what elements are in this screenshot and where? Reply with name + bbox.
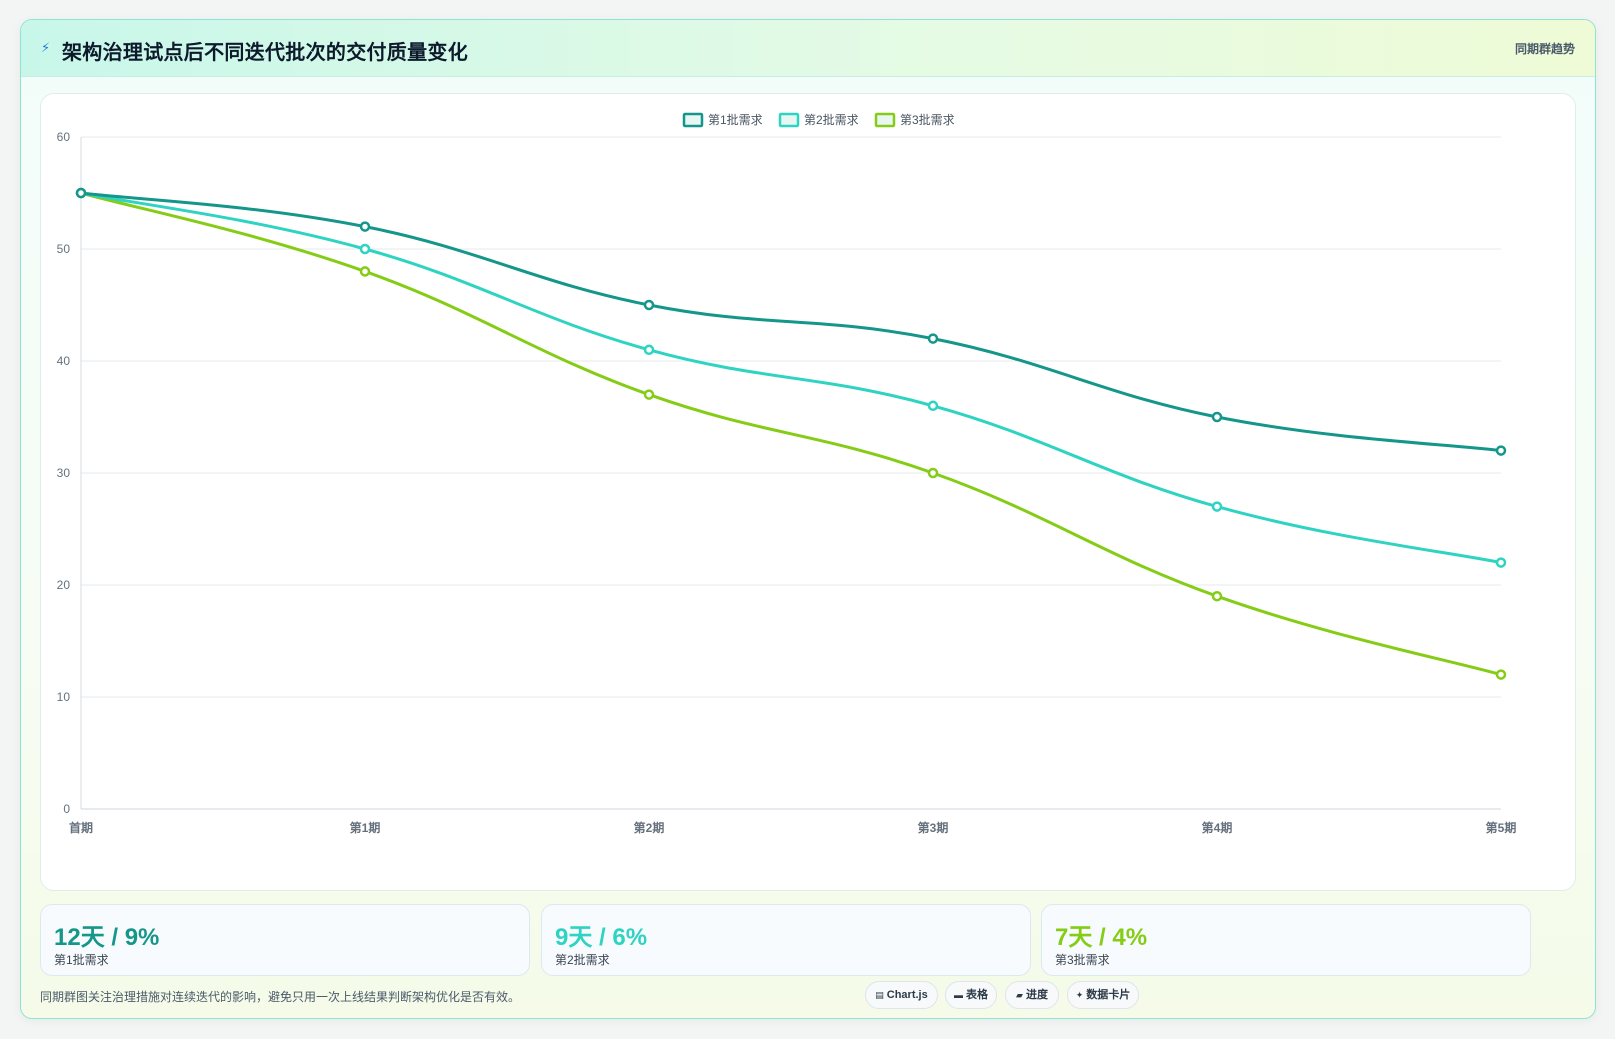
data-point bbox=[1211, 501, 1223, 512]
stat-card: 7天 / 4% 第3批需求 bbox=[1041, 904, 1531, 976]
chip-table[interactable]: ▬ 表格 bbox=[945, 981, 997, 1009]
stat-label: 第2批需求 bbox=[555, 953, 610, 967]
chip-label: Chart.js bbox=[886, 989, 928, 1001]
data-point bbox=[643, 299, 655, 311]
data-point bbox=[1495, 669, 1507, 680]
data-point bbox=[75, 187, 87, 199]
stat-label: 第1批需求 bbox=[54, 953, 109, 967]
footer-note: 同期群图关注治理措施对连续迭代的影响，避免只用一次上线结果判断架构优化是否有效。 bbox=[40, 990, 521, 1004]
x-tick-label: 首期 bbox=[69, 820, 93, 835]
series-line bbox=[80, 191, 1502, 453]
chip-label: 表格 bbox=[966, 989, 988, 1001]
chart-icon: ▤ bbox=[875, 990, 884, 1000]
y-tick-label: 20 bbox=[57, 578, 71, 592]
legend-swatch bbox=[682, 112, 704, 128]
card-header: ⚡ 架构治理试点后不同迭代批次的交付质量变化 同期群趋势 bbox=[21, 20, 1595, 77]
data-point bbox=[1495, 557, 1507, 568]
data-point bbox=[643, 389, 655, 400]
page-title: 架构治理试点后不同迭代批次的交付质量变化 bbox=[62, 42, 468, 64]
stat-label: 第3批需求 bbox=[1055, 953, 1110, 967]
legend-swatch bbox=[874, 112, 896, 128]
y-tick-label: 30 bbox=[57, 466, 71, 480]
stat-value: 9天 / 6% bbox=[555, 924, 648, 951]
data-point bbox=[927, 467, 939, 479]
x-tick-label: 第1期 bbox=[350, 820, 381, 835]
legend-swatch bbox=[778, 112, 800, 128]
x-tick-label: 第2期 bbox=[634, 820, 665, 835]
data-point bbox=[927, 333, 939, 344]
chip-data-card[interactable]: ✦ 数据卡片 bbox=[1067, 981, 1139, 1009]
stat-card: 12天 / 9% 第1批需求 bbox=[40, 904, 530, 976]
data-point bbox=[359, 266, 371, 277]
x-tick-label: 第4期 bbox=[1202, 820, 1233, 835]
data-point bbox=[643, 344, 655, 356]
bolt-icon: ⚡ bbox=[41, 40, 51, 55]
legend-label: 第3批需求 bbox=[900, 112, 955, 127]
trend-badge: 同期群趋势 bbox=[1514, 42, 1575, 56]
data-point bbox=[359, 243, 371, 255]
data-point bbox=[1211, 590, 1223, 602]
chip-progress[interactable]: ▰ 进度 bbox=[1005, 981, 1059, 1009]
stat-card: 9天 / 6% 第2批需求 bbox=[541, 904, 1031, 976]
series-line bbox=[80, 191, 1502, 677]
stat-value: 12天 / 9% bbox=[54, 924, 160, 951]
chip-chartjs[interactable]: ▤ Chart.js bbox=[865, 981, 938, 1009]
y-tick-label: 0 bbox=[63, 802, 70, 816]
y-tick-label: 50 bbox=[57, 242, 71, 256]
stat-value: 7天 / 4% bbox=[1055, 924, 1148, 951]
table-icon: ▬ bbox=[954, 990, 963, 1000]
dashboard-card: ⚡ 架构治理试点后不同迭代批次的交付质量变化 同期群趋势 0 10 20 30 40 50… bbox=[20, 19, 1596, 1019]
sparkle-icon: ✦ bbox=[1075, 990, 1084, 1000]
stat-cards: 12天 / 9% 第1批需求 9天 / 6% 第2批需求 7天 / 4% 第3批… bbox=[40, 904, 1576, 976]
chart-container: 0 10 20 30 40 50 60 首期 第1期 第2期 第3期 第4期 第5期 第1批需求 第2批需求… bbox=[40, 93, 1576, 891]
y-tick-label: 60 bbox=[57, 130, 71, 144]
x-tick-label: 第3期 bbox=[918, 820, 949, 835]
series-line bbox=[80, 191, 1502, 565]
progress-icon: ▰ bbox=[1016, 990, 1023, 1000]
data-point bbox=[927, 400, 939, 412]
y-tick-label: 10 bbox=[57, 690, 71, 704]
legend-label: 第2批需求 bbox=[804, 112, 859, 127]
x-tick-label: 第5期 bbox=[1486, 820, 1517, 835]
data-point bbox=[1495, 445, 1507, 456]
data-point bbox=[1211, 411, 1223, 423]
chip-label: 进度 bbox=[1025, 989, 1048, 1001]
data-point bbox=[359, 221, 371, 232]
chip-label: 数据卡片 bbox=[1086, 989, 1131, 1001]
y-tick-label: 40 bbox=[57, 354, 71, 368]
line-chart: 0 10 20 30 40 50 60 首期 第1期 第2期 第3期 第4期 第5期 第1批需求 第2批需求… bbox=[57, 112, 1517, 835]
legend-label: 第1批需求 bbox=[708, 112, 763, 127]
